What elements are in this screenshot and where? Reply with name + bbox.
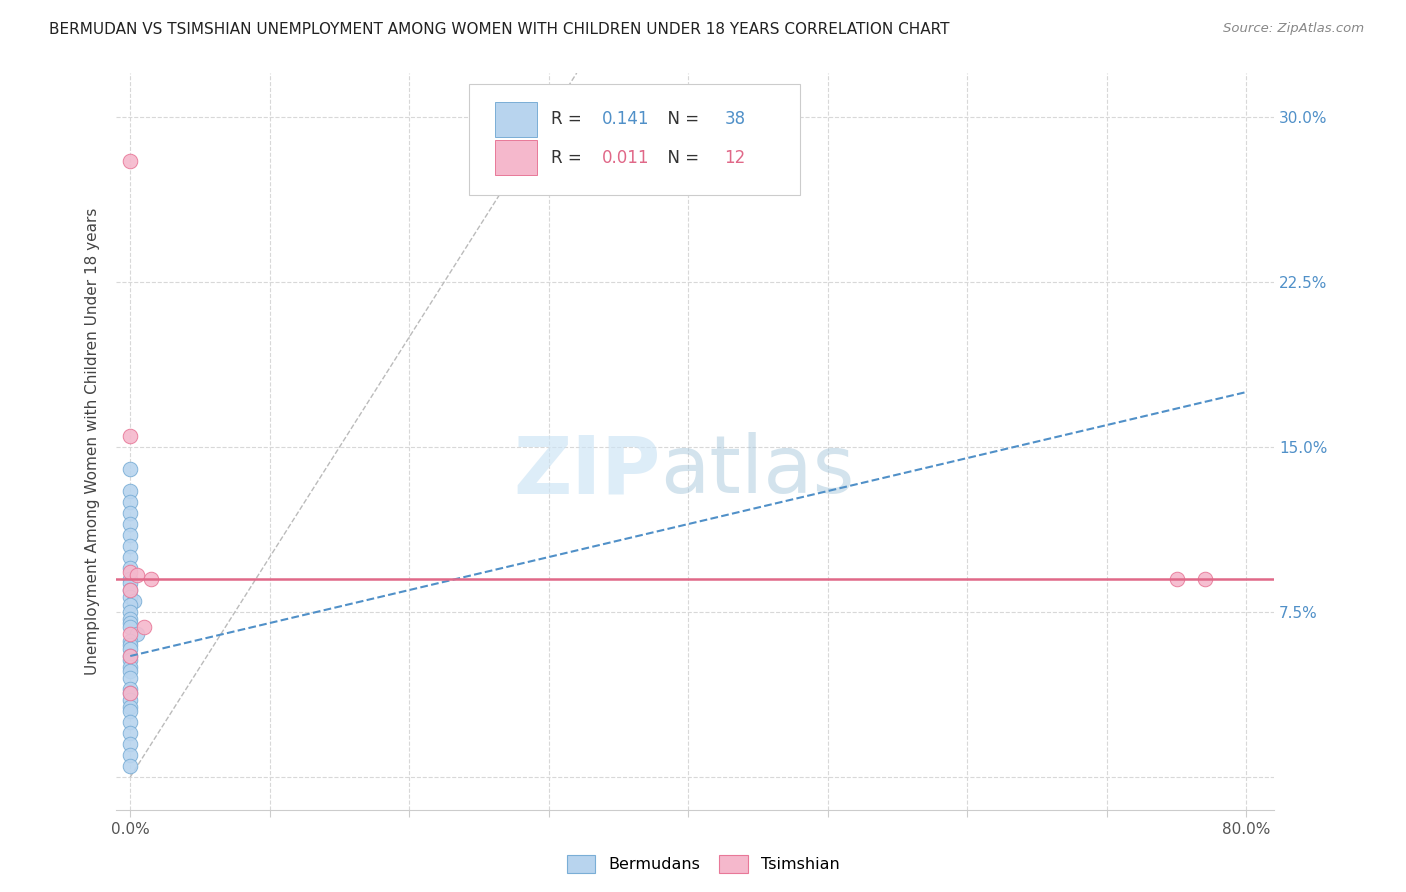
Point: [124, 594, 146, 608]
Point: [120, 516, 142, 531]
Point: [120, 627, 142, 641]
Text: 0.011: 0.011: [602, 149, 650, 167]
Point: [120, 686, 142, 700]
Point: [120, 539, 142, 553]
Text: R =: R =: [551, 111, 586, 128]
Point: [120, 572, 142, 586]
Text: 0.141: 0.141: [602, 111, 650, 128]
Point: [120, 495, 142, 509]
Point: [120, 648, 142, 663]
Point: [120, 699, 142, 714]
Point: [127, 627, 149, 641]
Point: [120, 549, 142, 564]
Point: [141, 572, 163, 586]
Point: [120, 582, 142, 597]
Point: [120, 528, 142, 542]
Point: [120, 582, 142, 597]
Point: [120, 660, 142, 674]
Point: [120, 615, 142, 630]
Text: N =: N =: [657, 111, 704, 128]
Point: [120, 590, 142, 604]
Point: [1166, 572, 1188, 586]
Point: [120, 605, 142, 619]
Text: 38: 38: [724, 111, 745, 128]
Point: [120, 737, 142, 751]
Point: [120, 638, 142, 652]
Point: [120, 506, 142, 520]
Point: [127, 567, 149, 582]
Point: [120, 648, 142, 663]
Point: [120, 561, 142, 575]
Bar: [495, 102, 537, 137]
Point: [120, 576, 142, 591]
Point: [120, 653, 142, 667]
Point: [120, 620, 142, 634]
Point: [120, 612, 142, 626]
Point: [120, 599, 142, 613]
FancyBboxPatch shape: [470, 84, 800, 194]
Text: ZIP: ZIP: [513, 432, 661, 510]
Point: [120, 726, 142, 740]
Text: Source: ZipAtlas.com: Source: ZipAtlas.com: [1223, 22, 1364, 36]
Point: [120, 693, 142, 707]
Point: [120, 704, 142, 718]
Text: N =: N =: [657, 149, 704, 167]
Point: [120, 566, 142, 580]
Point: [120, 686, 142, 700]
Point: [120, 714, 142, 729]
Point: [1194, 572, 1216, 586]
Text: atlas: atlas: [661, 432, 855, 510]
Point: [120, 153, 142, 168]
Point: [120, 747, 142, 762]
Point: [120, 633, 142, 648]
Point: [120, 681, 142, 696]
Point: [120, 665, 142, 679]
Point: [120, 462, 142, 476]
Y-axis label: Unemployment Among Women with Children Under 18 years: Unemployment Among Women with Children U…: [86, 208, 100, 675]
Text: 12: 12: [724, 149, 745, 167]
Point: [120, 671, 142, 685]
Text: R =: R =: [551, 149, 586, 167]
Legend: Bermudans, Tsimshian: Bermudans, Tsimshian: [560, 848, 846, 880]
Bar: [495, 140, 537, 176]
Point: [120, 483, 142, 498]
Point: [120, 429, 142, 443]
Point: [120, 759, 142, 773]
Point: [120, 642, 142, 657]
Point: [134, 620, 156, 634]
Text: BERMUDAN VS TSIMSHIAN UNEMPLOYMENT AMONG WOMEN WITH CHILDREN UNDER 18 YEARS CORR: BERMUDAN VS TSIMSHIAN UNEMPLOYMENT AMONG…: [49, 22, 949, 37]
